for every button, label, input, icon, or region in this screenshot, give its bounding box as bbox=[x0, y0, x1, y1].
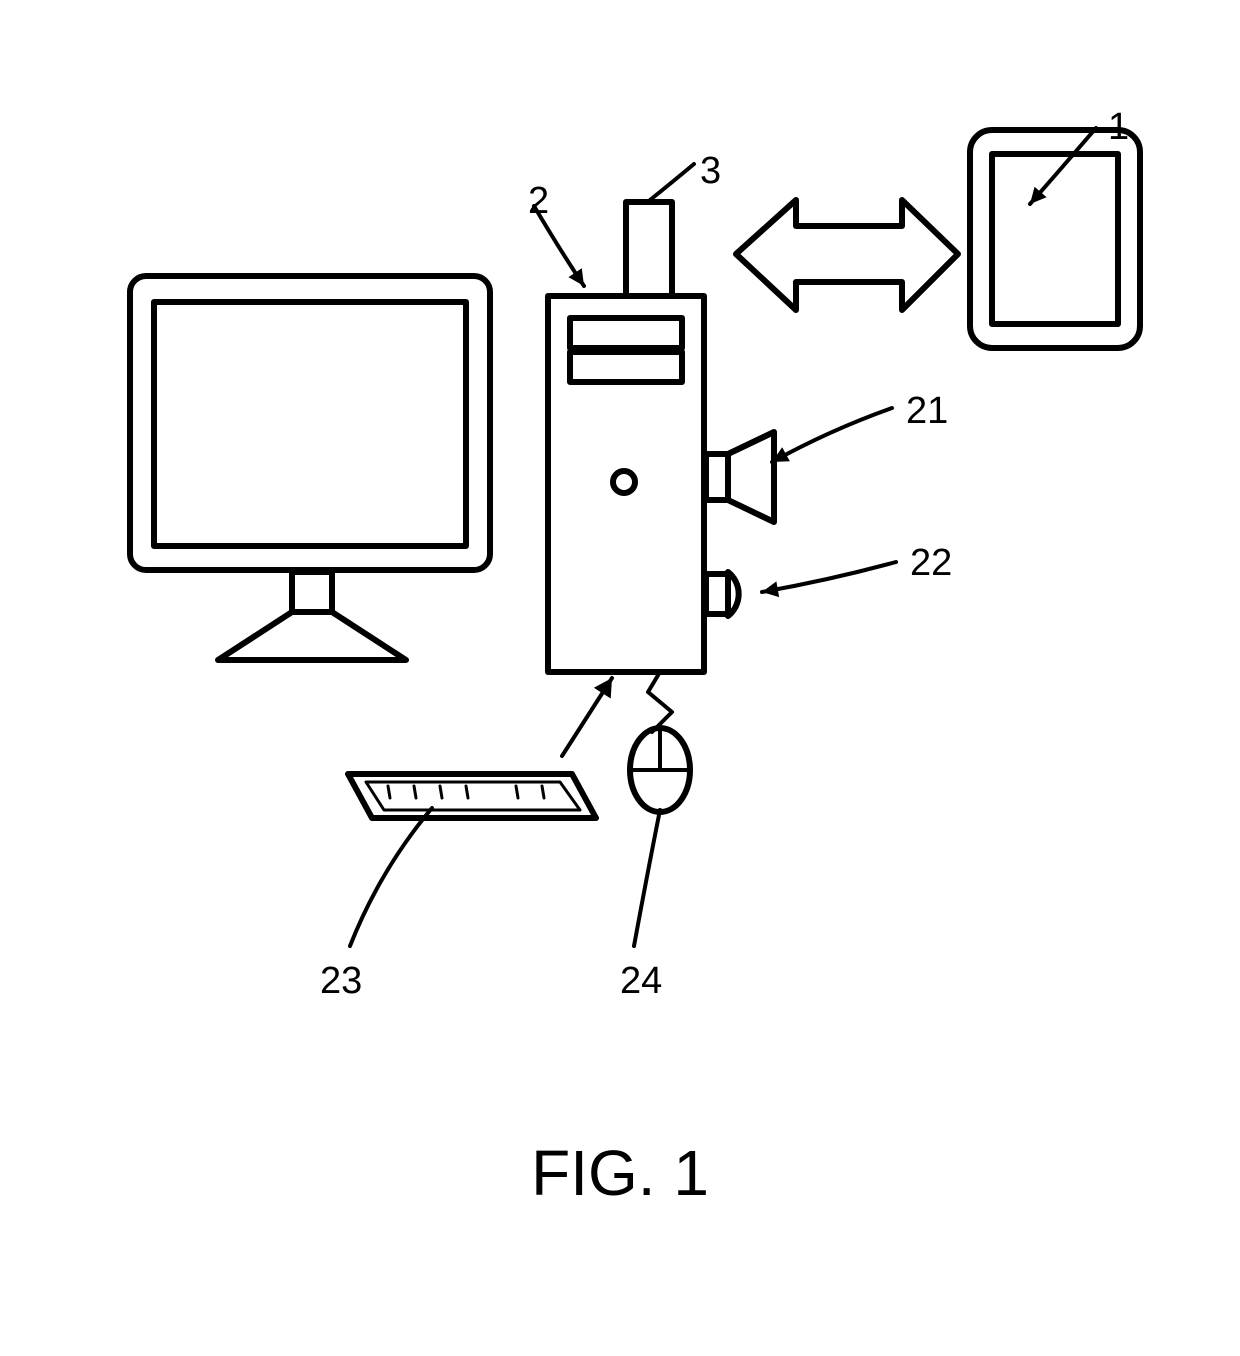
label-microphone: 22 bbox=[910, 542, 952, 585]
label-antenna: 3 bbox=[700, 150, 721, 193]
label-tower: 2 bbox=[528, 180, 549, 223]
label-tablet: 1 bbox=[1108, 106, 1129, 149]
label-speaker: 21 bbox=[906, 390, 948, 433]
label-keyboard: 23 bbox=[320, 960, 362, 1003]
label-mouse: 24 bbox=[620, 960, 662, 1003]
figure-caption: FIG. 1 bbox=[0, 1136, 1240, 1210]
